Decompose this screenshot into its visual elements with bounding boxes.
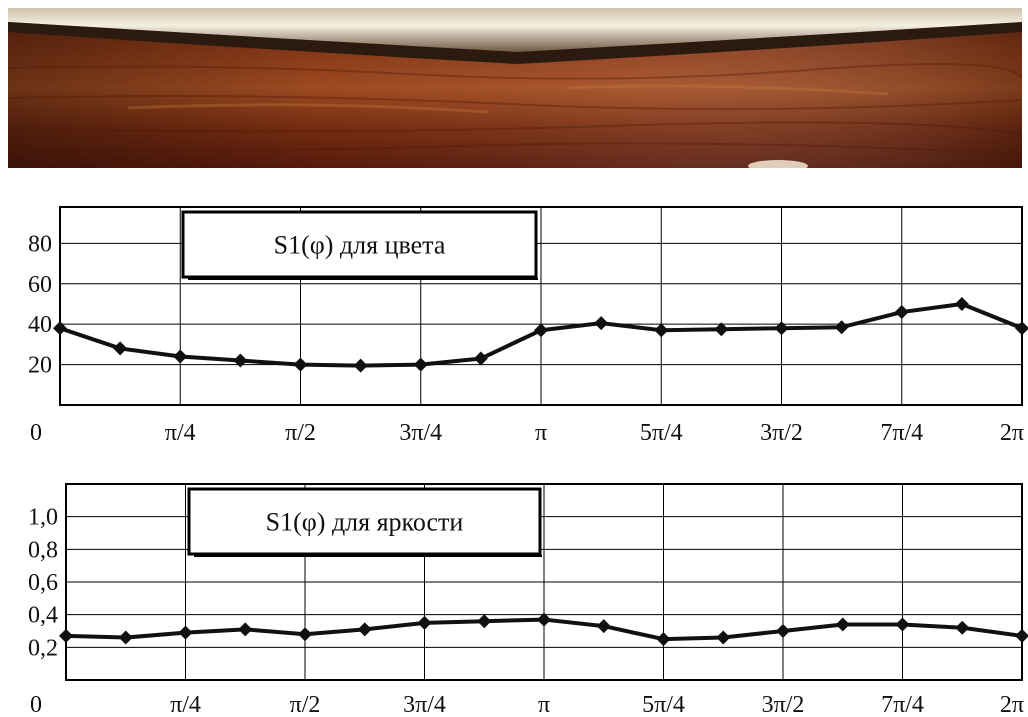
x-tick-label: π/2: [290, 692, 321, 717]
data-point: [534, 323, 548, 338]
data-point: [774, 321, 789, 336]
y-tick-label: 1,0: [28, 505, 58, 531]
data-point: [1015, 628, 1028, 643]
y-tick-label: 80: [28, 231, 52, 257]
data-point: [238, 622, 253, 637]
x-tick-label: 7π/4: [880, 420, 923, 446]
data-point: [716, 630, 731, 645]
x-tick-label: 3π/2: [762, 692, 805, 717]
y-tick-label: 40: [28, 312, 52, 338]
y-tick-label: 0,8: [28, 537, 58, 563]
data-point: [594, 316, 609, 331]
data-point: [293, 357, 308, 372]
x-tick-label: π: [538, 692, 550, 717]
x-tick-label: 3π/4: [399, 420, 442, 446]
top-shine: [8, 8, 1022, 52]
x-tick-label: 5π/4: [642, 692, 685, 717]
title-box: [181, 210, 538, 279]
y-tick-label: 0,2: [28, 635, 58, 661]
x-tick-label: 2π: [1000, 420, 1024, 446]
y-tick-label: 0,6: [28, 570, 58, 596]
data-point: [834, 320, 849, 335]
data-point: [473, 351, 488, 366]
chart-title: S1(φ) для яркости: [266, 508, 464, 537]
data-point: [596, 619, 611, 634]
y-tick-label: 20: [28, 353, 52, 379]
data-point: [298, 627, 312, 642]
x-tick-label: 5π/4: [640, 420, 683, 446]
chart-2: 0,2 0,4 0,6 0,8 1,0 0 π/4 π/2 3π/4 π 5π/4 3π/2 7π/4 2…: [28, 483, 1028, 717]
wood-highlights: [127, 84, 889, 114]
x-tick-label: 3π/4: [403, 692, 446, 717]
plot-frame: [59, 206, 1023, 406]
plot-frame: [65, 483, 1023, 681]
data-point: [1015, 321, 1028, 336]
x-tick-label: π/2: [285, 420, 316, 446]
data-point: [118, 630, 133, 645]
x-tick-label: π: [535, 420, 547, 446]
data-point: [714, 322, 729, 337]
data-point: [835, 617, 850, 632]
data-point: [173, 349, 188, 364]
data-point: [413, 357, 428, 372]
data-point: [776, 624, 790, 638]
y-tick-label: 0,4: [28, 603, 58, 629]
y-tick-label: 60: [28, 272, 52, 298]
x-tick-label: 0: [30, 692, 42, 717]
x-tick-label: 2π: [1000, 692, 1024, 717]
chart-title: S1(φ) для цвета: [274, 231, 446, 260]
x-tick-label: π/4: [165, 420, 196, 446]
data-point: [233, 353, 248, 368]
data-point: [357, 622, 372, 637]
data-point: [113, 341, 128, 356]
wood-photo-strip: [8, 8, 1022, 168]
data-point: [894, 305, 909, 320]
chart-1: 20 40 60 80 0 π/4 π/2 3π/4 π 5π/4 3π/2 7π/4 2π S1(φ) …: [28, 206, 1028, 446]
bottom-glare: [748, 160, 808, 168]
data-point: [954, 296, 969, 311]
x-tick-label: π/4: [170, 692, 201, 717]
data-point: [53, 321, 67, 336]
wood-grain: [8, 63, 1022, 155]
data-point: [656, 632, 671, 647]
data-point: [537, 612, 551, 627]
data-point: [353, 358, 368, 373]
x-tick-label: 3π/2: [760, 420, 803, 446]
data-point: [59, 628, 73, 643]
x-tick-label: 0: [30, 420, 42, 446]
data-point: [895, 617, 910, 632]
title-box: [187, 487, 542, 556]
data-point: [955, 620, 970, 635]
dark-band: [8, 22, 1022, 64]
data-point: [654, 323, 669, 338]
data-point: [417, 615, 432, 630]
data-point: [178, 625, 193, 640]
x-tick-label: 7π/4: [881, 692, 924, 717]
data-point: [477, 614, 492, 629]
